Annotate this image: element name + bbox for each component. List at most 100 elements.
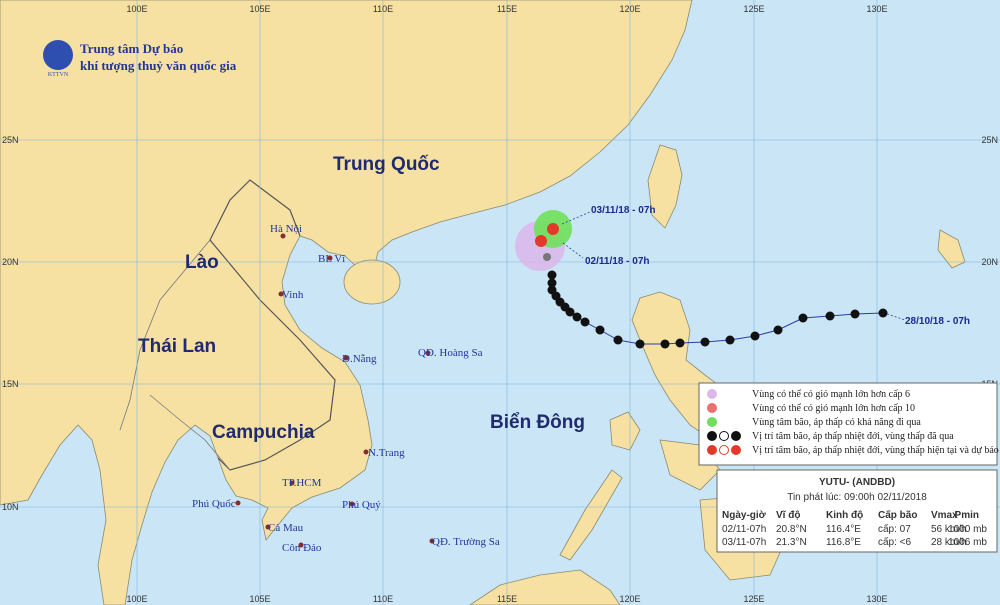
lat-label: 10N bbox=[2, 502, 19, 512]
place-dot bbox=[280, 233, 286, 239]
lon-label: 120E bbox=[619, 4, 640, 14]
logo-text: KTTVN bbox=[48, 72, 69, 78]
table-cell: 116.8°E bbox=[826, 537, 861, 548]
track-label: 28/10/18 - 07h bbox=[905, 316, 970, 327]
past-position bbox=[850, 309, 860, 319]
legend-box bbox=[698, 382, 998, 466]
place-label: BL Vĩ bbox=[318, 253, 346, 265]
legend-symbol bbox=[719, 431, 729, 441]
place-dot bbox=[278, 291, 284, 297]
place-label: Cà Mau bbox=[268, 522, 304, 534]
past-position bbox=[547, 278, 557, 288]
info-title: YUTU- (ANDBD) bbox=[819, 477, 895, 488]
place-dot bbox=[425, 350, 431, 356]
table-cell: 1006 mb bbox=[948, 537, 987, 548]
past-position bbox=[580, 317, 590, 327]
info-box bbox=[716, 469, 998, 553]
lon-label: 105E bbox=[249, 594, 270, 604]
place-dot bbox=[235, 500, 241, 506]
lon-label: 110E bbox=[373, 4, 393, 14]
past-position bbox=[613, 335, 623, 345]
region-label: Campuchia bbox=[212, 422, 315, 443]
table-cell: 03/11-07h bbox=[722, 537, 766, 548]
legend-label: Vùng có thể có gió mạnh lớn hơn cấp 10 bbox=[752, 403, 915, 414]
legend-label: Vị trí tâm bão, áp thấp nhiệt đới, vùng … bbox=[752, 445, 999, 456]
lon-label: 105E bbox=[249, 4, 270, 14]
table-header: Pmin bbox=[955, 510, 979, 521]
table-cell: 20.8°N bbox=[776, 524, 807, 535]
lat-label: 25N bbox=[981, 135, 998, 145]
lat-label: 15N bbox=[2, 379, 19, 389]
border bbox=[119, 239, 231, 471]
lon-label: 110E bbox=[373, 594, 393, 604]
legend-label: Vùng tâm bão, áp thấp có khả năng đi qua bbox=[752, 417, 921, 428]
lon-label: 100E bbox=[126, 4, 147, 14]
lon-label: 100E bbox=[126, 594, 147, 604]
legend-symbol bbox=[707, 445, 717, 455]
table-header: Ngày-giờ bbox=[722, 510, 767, 521]
track-label: 03/11/18 - 07h bbox=[591, 205, 656, 216]
legend-symbol bbox=[731, 431, 741, 441]
place-label: Phú Quý bbox=[342, 499, 381, 511]
lon-label: 115E bbox=[497, 594, 517, 604]
table-header: Vĩ độ bbox=[776, 510, 800, 521]
place-label: Đ.Nẵng bbox=[342, 353, 377, 365]
region-label: Thái Lan bbox=[138, 336, 216, 357]
place-label: Phú Quốc bbox=[192, 498, 236, 510]
org-name: khí tượng thuỷ văn quốc gia bbox=[80, 58, 237, 73]
past-position bbox=[675, 338, 685, 348]
lat-label: 20N bbox=[2, 257, 19, 267]
place-label: TP.HCM bbox=[282, 477, 322, 489]
table-cell: 02/11-07h bbox=[722, 524, 766, 535]
past-position bbox=[700, 337, 710, 347]
table-header: Cấp bão bbox=[878, 509, 917, 521]
place-dot bbox=[265, 524, 271, 530]
lon-label: 115E bbox=[497, 4, 517, 14]
logo bbox=[43, 40, 73, 70]
lon-label: 130E bbox=[866, 4, 887, 14]
place-dot bbox=[429, 538, 435, 544]
past-position bbox=[660, 339, 670, 349]
label-leader bbox=[561, 211, 906, 321]
lat-label: 20N bbox=[981, 257, 998, 267]
place-label: QĐ. Hoàng Sa bbox=[418, 347, 483, 359]
past-position bbox=[595, 325, 605, 335]
track-label: 02/11/18 - 07h bbox=[585, 256, 650, 267]
past-position bbox=[798, 313, 808, 323]
place-dot bbox=[363, 449, 369, 455]
region-label: Trung Quốc bbox=[333, 154, 440, 175]
info-issued: Tin phát lúc: 09:00h 02/11/2018 bbox=[787, 492, 927, 503]
past-position bbox=[572, 312, 582, 322]
table-cell: 1000 mb bbox=[948, 524, 987, 535]
table-header: Vmax bbox=[931, 510, 958, 521]
place-dot bbox=[327, 255, 333, 261]
table-cell: cấp: <6 bbox=[878, 536, 912, 548]
table-cell: cấp: 07 bbox=[878, 523, 911, 535]
region-label: Biển Đông bbox=[490, 412, 585, 433]
table-cell: 56 km/h bbox=[931, 524, 967, 535]
place-dot bbox=[349, 501, 355, 507]
table-cell: 21.3°N bbox=[776, 537, 807, 548]
past-position bbox=[825, 311, 835, 321]
past-storm bbox=[543, 253, 551, 261]
lon-label: 125E bbox=[743, 594, 764, 604]
legend-label: Vùng có thể có gió mạnh lớn hơn cấp 6 bbox=[752, 389, 910, 400]
past-position bbox=[750, 331, 760, 341]
table-cell: 116.4°E bbox=[826, 524, 861, 535]
legend-symbol bbox=[719, 445, 729, 455]
table-header: Kinh độ bbox=[826, 510, 863, 521]
place-label: Côn Đảo bbox=[282, 542, 322, 554]
past-position bbox=[635, 339, 645, 349]
legend-symbol bbox=[707, 417, 717, 427]
org-name: Trung tâm Dự báo bbox=[80, 41, 183, 56]
lon-label: 120E bbox=[619, 594, 640, 604]
place-label: QĐ. Trường Sa bbox=[432, 536, 500, 548]
legend-label: Vị trí tâm bão, áp thấp nhiệt đới, vùng … bbox=[752, 431, 954, 442]
lon-label: 125E bbox=[743, 4, 764, 14]
legend-symbol bbox=[731, 445, 741, 455]
current-storm bbox=[535, 235, 547, 247]
past-position bbox=[547, 270, 557, 280]
past-position bbox=[547, 285, 557, 295]
lat-label: 25N bbox=[2, 135, 19, 145]
